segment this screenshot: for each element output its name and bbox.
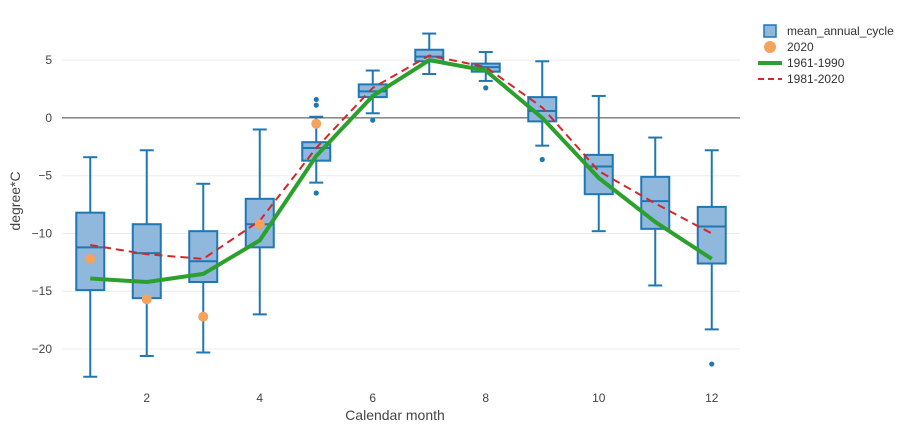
box-body	[696, 205, 727, 265]
box-body	[583, 153, 614, 196]
box-layer	[75, 32, 727, 378]
legend: mean_annual_cycle 2020 1961-1990 1981-20…	[758, 24, 894, 86]
x-tick-label: 4	[256, 391, 263, 405]
y-tick-label: 0	[45, 111, 52, 125]
line-layer	[90, 54, 713, 284]
y-tick-label: −15	[32, 284, 53, 298]
y-tick-label: −5	[38, 169, 52, 183]
scatter-point-2020	[198, 311, 209, 322]
x-tick-label: 12	[705, 391, 719, 405]
scatter-point-2020	[254, 219, 265, 230]
legend-label-2020: 2020	[787, 40, 814, 54]
box-month	[696, 149, 727, 367]
box-month	[640, 136, 671, 287]
box-body	[131, 223, 162, 300]
box-outlier-point	[539, 156, 545, 163]
box-month	[583, 94, 614, 233]
box-outlier-point	[313, 102, 319, 108]
y-tick-label: −10	[32, 226, 53, 240]
series-line-1961-1990	[90, 58, 713, 284]
x-tick-label: 2	[143, 391, 150, 405]
x-axis-title: Calendar month	[345, 407, 445, 423]
box-month	[131, 149, 162, 357]
legend-item-1961-1990[interactable]: 1961-1990	[758, 56, 845, 70]
x-tick-label: 10	[592, 391, 606, 405]
box-month	[75, 156, 106, 378]
scatter-point-2020	[311, 118, 322, 129]
legend-item-2020[interactable]: 2020	[764, 40, 814, 54]
box-outlier-point	[313, 190, 319, 196]
box-outlier-point	[483, 85, 489, 91]
box-outlier-point	[370, 117, 376, 123]
legend-label-1981-2020: 1981-2020	[787, 72, 845, 86]
tick-layer: −20 −15 −10 −5 0 5 2 4 6 8 10 12	[32, 53, 719, 405]
scatter-point-2020	[85, 253, 96, 264]
legend-scatter-swatch	[764, 41, 776, 53]
legend-label-1961-1990: 1961-1990	[787, 56, 845, 70]
scatter-point-2020	[141, 294, 152, 305]
legend-label-mean-annual-cycle: mean_annual_cycle	[787, 24, 894, 38]
legend-box-swatch	[763, 24, 777, 38]
grid-layer	[62, 59, 740, 350]
scatter-layer	[85, 118, 322, 322]
series-line-1981-2020	[90, 54, 713, 260]
box-outlier-point	[709, 361, 715, 367]
y-tick-label: −20	[32, 342, 53, 356]
box-outlier-point	[313, 96, 319, 103]
y-tick-label: 5	[45, 53, 52, 67]
legend-item-1981-2020[interactable]: 1981-2020	[758, 72, 845, 86]
legend-item-mean-annual-cycle[interactable]: mean_annual_cycle	[763, 24, 894, 38]
x-tick-label: 6	[369, 391, 376, 405]
x-tick-label: 8	[482, 391, 489, 405]
y-axis-title: degree*C	[7, 171, 23, 230]
